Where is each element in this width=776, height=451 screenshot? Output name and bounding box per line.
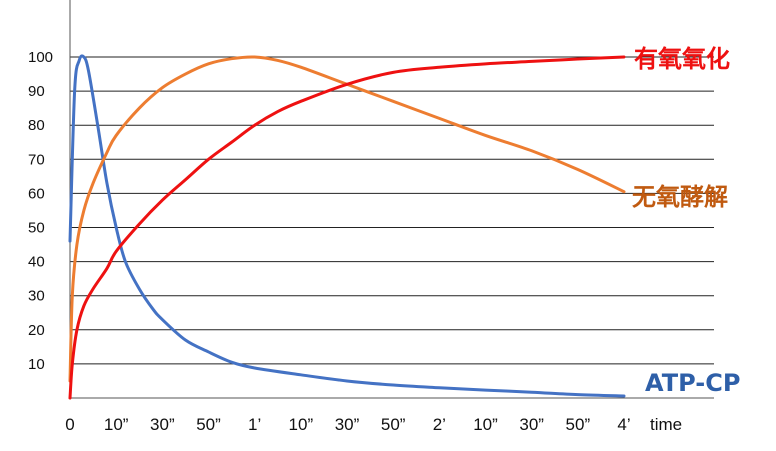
x-tick-label: 30” bbox=[150, 415, 175, 434]
x-tick-label: 30” bbox=[335, 415, 360, 434]
y-tick-label: 80 bbox=[28, 117, 45, 134]
x-tick-label: 1’ bbox=[248, 415, 261, 434]
y-tick-label: 30 bbox=[28, 288, 45, 305]
x-tick-label: 30” bbox=[519, 415, 544, 434]
x-tick-label: 50” bbox=[566, 415, 591, 434]
x-tick-label: 2’ bbox=[433, 415, 446, 434]
y-tick-label: 40 bbox=[28, 254, 45, 271]
series-label-aerobic: 有氧氧化 bbox=[634, 45, 730, 73]
x-tick-label: 0 bbox=[65, 415, 74, 434]
y-tick-label: 20 bbox=[28, 322, 45, 339]
series-line-atp-cp bbox=[68, 54, 626, 398]
series-lines bbox=[68, 54, 626, 400]
x-axis-label: time bbox=[650, 415, 682, 434]
y-tick-label: 50 bbox=[28, 220, 45, 237]
y-tick-label: 100 bbox=[28, 49, 53, 66]
y-tick-label: 60 bbox=[28, 185, 45, 202]
x-tick-label: 4’ bbox=[617, 415, 630, 434]
y-tick-label: 10 bbox=[28, 356, 45, 373]
x-tick-label: 10” bbox=[289, 415, 314, 434]
y-tick-label: 90 bbox=[28, 83, 45, 100]
grid-lines bbox=[70, 56, 714, 365]
series-line-aerobic bbox=[68, 55, 626, 400]
series-label-atp-cp: ATP-CP bbox=[645, 369, 740, 397]
x-tick-label: 10” bbox=[473, 415, 498, 434]
x-tick-labels: 0 10” 30” 50” 1’ 10” 30” 50” 2’ 10” 30” 50” 4’ bbox=[65, 415, 630, 434]
x-tick-label: 10” bbox=[104, 415, 129, 434]
series-label-anaerobic: 无氧酵解 bbox=[632, 183, 728, 211]
x-tick-label: 50” bbox=[196, 415, 221, 434]
series-line-anaerobic bbox=[68, 55, 626, 383]
y-tick-label: 70 bbox=[28, 151, 45, 168]
y-tick-labels: 10 20 30 40 50 60 70 80 90 100 bbox=[28, 49, 53, 373]
x-tick-label: 50” bbox=[381, 415, 406, 434]
